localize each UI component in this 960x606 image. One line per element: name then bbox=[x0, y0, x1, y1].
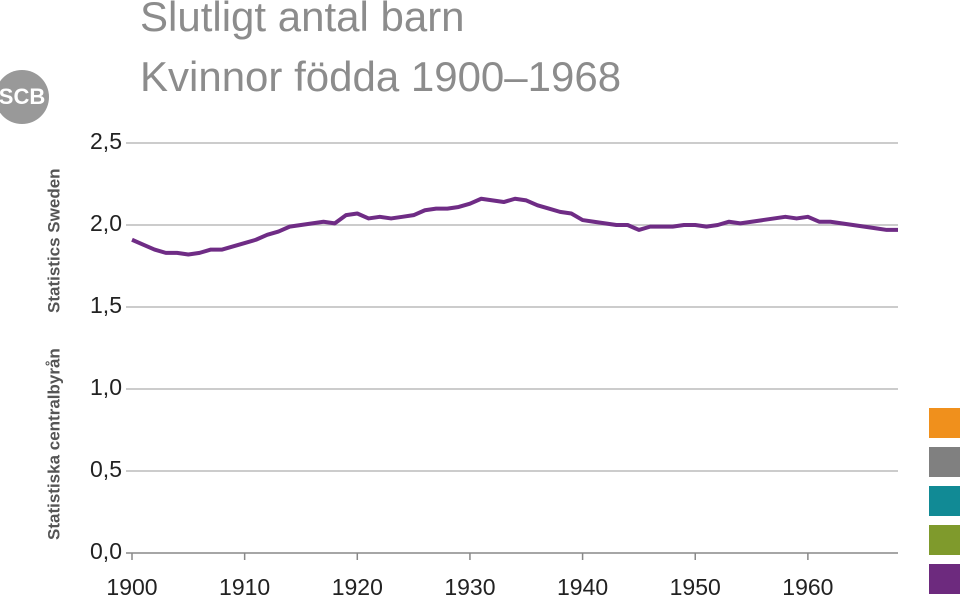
chart-title: Slutligt antal barn bbox=[140, 0, 465, 40]
y-tick-label: 1,5 bbox=[90, 292, 122, 318]
y-tick-label: 1,0 bbox=[90, 374, 122, 400]
logo-text: SCB bbox=[0, 84, 45, 109]
x-tick-label: 1910 bbox=[219, 574, 270, 600]
chart-subtitle: Kvinnor födda 1900–1968 bbox=[140, 53, 621, 100]
swatch bbox=[929, 486, 960, 516]
org-name-sv: Statistiska centralbyrån bbox=[44, 348, 63, 540]
swatch bbox=[929, 525, 960, 555]
swatch bbox=[929, 564, 960, 594]
x-tick-label: 1930 bbox=[444, 574, 495, 600]
y-tick-label: 0,5 bbox=[90, 456, 122, 482]
line bbox=[131, 196, 898, 257]
logo bbox=[0, 70, 49, 124]
y-tick-label: 0,0 bbox=[90, 538, 122, 564]
x-tick-label: 1960 bbox=[782, 574, 833, 600]
y-tick-label: 2,0 bbox=[90, 210, 122, 236]
swatch bbox=[929, 447, 960, 477]
swatch bbox=[929, 408, 960, 438]
x-tick-label: 1900 bbox=[106, 574, 157, 600]
x-tick-label: 1920 bbox=[332, 574, 383, 600]
y-tick-label: 2,5 bbox=[90, 128, 122, 154]
x-tick-label: 1940 bbox=[557, 574, 608, 600]
x-tick-label: 1950 bbox=[670, 574, 721, 600]
org-name-en: Statistics Sweden bbox=[44, 168, 63, 313]
